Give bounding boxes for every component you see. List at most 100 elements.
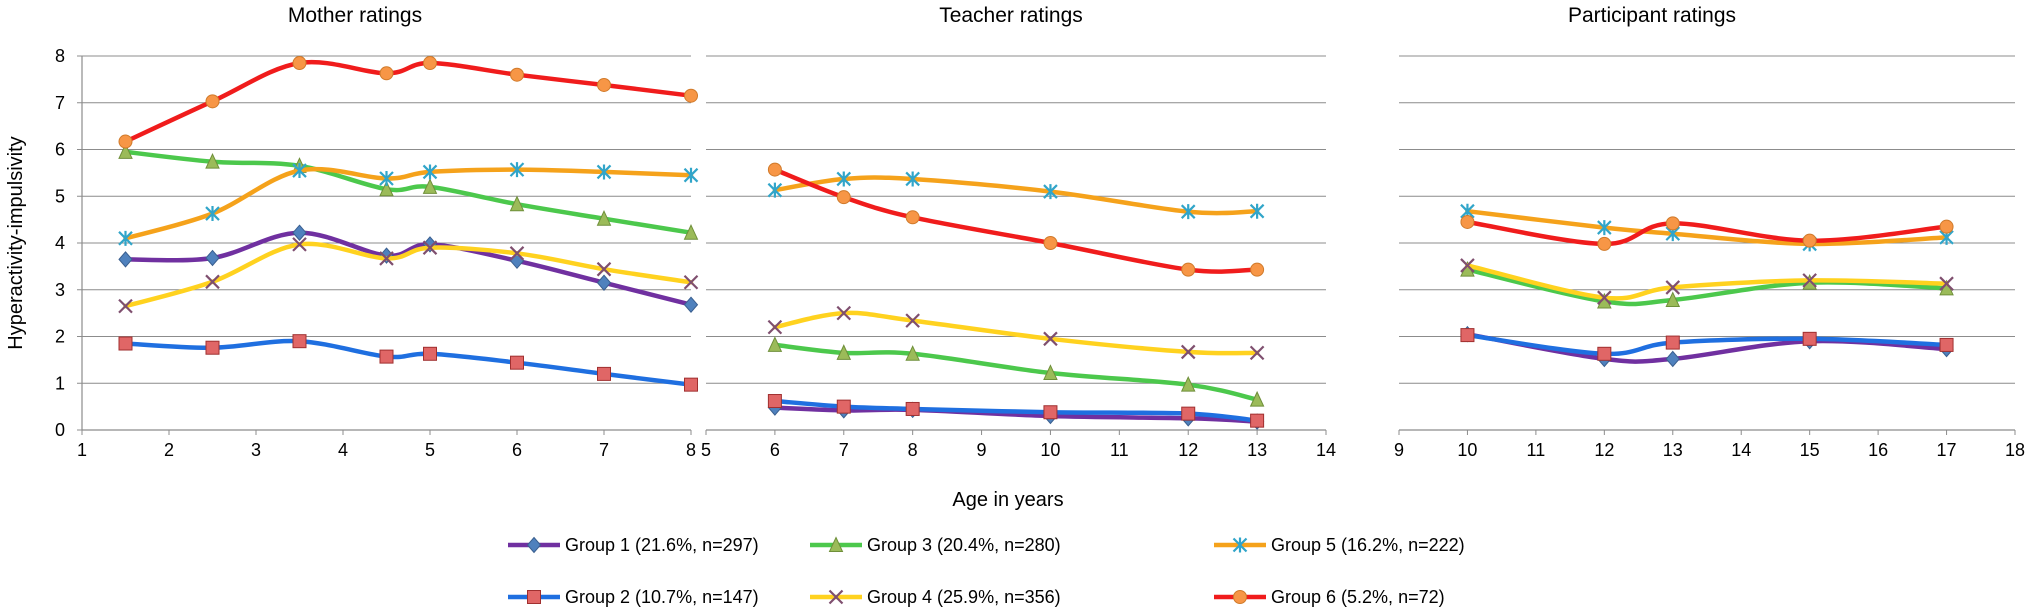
data-point bbox=[422, 164, 438, 180]
data-point bbox=[1180, 204, 1196, 220]
data-point bbox=[597, 366, 611, 381]
data-point bbox=[596, 210, 612, 226]
legend-item-group-4: Group 4 (25.9%, n=356) bbox=[810, 587, 1061, 607]
y-tick-label: 3 bbox=[55, 280, 65, 300]
series-line bbox=[123, 241, 694, 309]
x-tick-label: 17 bbox=[1937, 440, 1957, 460]
data-point bbox=[1460, 214, 1475, 229]
data-point bbox=[118, 298, 133, 314]
series-group-6 bbox=[767, 162, 1265, 277]
data-point bbox=[684, 377, 698, 392]
data-point bbox=[205, 206, 220, 222]
data-point bbox=[1043, 331, 1058, 347]
x-tick-label: 3 bbox=[251, 440, 261, 460]
x-tick-label: 7 bbox=[839, 440, 849, 460]
y-tick-label: 6 bbox=[55, 140, 65, 160]
data-point bbox=[767, 319, 783, 335]
x-tick-label: 11 bbox=[1110, 440, 1129, 460]
data-point bbox=[905, 171, 920, 187]
data-point bbox=[1250, 413, 1265, 428]
x-tick-label: 8 bbox=[686, 440, 696, 460]
series-group-4 bbox=[767, 305, 1265, 361]
y-tick-label: 1 bbox=[55, 373, 65, 393]
panel-2: Teacher ratings 5 6 7 8 9 10 11 12 13 14 bbox=[701, 4, 1336, 460]
data-point bbox=[422, 240, 438, 255]
data-point bbox=[379, 66, 394, 81]
y-tick-label: 2 bbox=[55, 327, 65, 347]
data-point bbox=[1597, 220, 1612, 236]
legend-marker bbox=[1232, 537, 1248, 553]
y-tick-label: 4 bbox=[55, 233, 65, 253]
data-point bbox=[905, 313, 920, 328]
legend-marker bbox=[526, 536, 542, 554]
data-point bbox=[1460, 258, 1475, 273]
series-group-4 bbox=[1460, 258, 1954, 305]
data-point bbox=[205, 249, 220, 267]
data-point bbox=[1802, 331, 1817, 346]
series-line bbox=[1465, 208, 1949, 247]
data-point bbox=[905, 210, 920, 225]
data-point bbox=[836, 190, 851, 205]
data-point bbox=[836, 344, 852, 360]
data-point bbox=[1180, 344, 1196, 360]
data-point bbox=[836, 399, 851, 414]
x-tick-label: 10 bbox=[1040, 440, 1060, 460]
data-point bbox=[836, 305, 852, 321]
x-tick-label: 12 bbox=[1178, 440, 1198, 460]
legend-item-group-2: Group 2 (10.7%, n=147) bbox=[508, 587, 759, 607]
data-point bbox=[292, 237, 307, 252]
data-point bbox=[205, 274, 220, 290]
x-tick-label: 2 bbox=[164, 440, 174, 460]
x-tick-label: 9 bbox=[977, 440, 987, 460]
data-point bbox=[509, 162, 525, 178]
x-tick-label: 6 bbox=[512, 440, 522, 460]
data-point bbox=[509, 195, 525, 212]
y-tick-label: 5 bbox=[55, 186, 65, 206]
data-point bbox=[379, 247, 394, 264]
data-point bbox=[905, 401, 920, 416]
x-tick-label: 12 bbox=[1594, 440, 1614, 460]
data-point bbox=[292, 334, 307, 349]
data-point bbox=[683, 224, 699, 240]
data-point bbox=[1043, 364, 1058, 380]
legend-item-group-6: Group 6 (5.2%, n=72) bbox=[1214, 587, 1445, 607]
data-point bbox=[510, 355, 524, 370]
data-point bbox=[1665, 216, 1680, 231]
x-tick-label: 13 bbox=[1247, 440, 1267, 460]
data-point bbox=[596, 164, 612, 180]
data-point bbox=[905, 345, 920, 361]
data-point bbox=[1939, 276, 1954, 291]
data-point bbox=[684, 88, 698, 103]
data-point bbox=[292, 224, 307, 241]
panel-title: Participant ratings bbox=[1568, 4, 1736, 27]
y-tick-label: 8 bbox=[55, 46, 65, 66]
data-point bbox=[510, 67, 524, 82]
data-point bbox=[596, 274, 612, 292]
x-tick-label: 5 bbox=[701, 440, 711, 460]
data-point bbox=[767, 394, 782, 409]
data-point bbox=[1802, 233, 1817, 248]
data-point bbox=[1043, 405, 1058, 420]
data-point bbox=[1181, 406, 1196, 421]
data-point bbox=[423, 56, 437, 71]
legend-marker bbox=[527, 590, 541, 604]
x-tick-label: 15 bbox=[1800, 440, 1820, 460]
data-point bbox=[767, 162, 782, 177]
y-axis-label: Hyperactivity-impulsivity bbox=[5, 136, 27, 349]
data-point bbox=[1597, 236, 1612, 251]
data-point bbox=[379, 349, 394, 364]
data-point bbox=[683, 296, 699, 313]
x-tick-label: 6 bbox=[770, 440, 780, 460]
legend-label: Group 3 (20.4%, n=280) bbox=[867, 535, 1061, 555]
data-point bbox=[1665, 291, 1681, 308]
data-point bbox=[118, 134, 133, 149]
x-tick-label: 1 bbox=[77, 440, 87, 460]
data-point bbox=[118, 143, 133, 159]
data-point bbox=[1597, 290, 1612, 305]
series-group-2 bbox=[767, 394, 1265, 428]
data-point bbox=[1665, 280, 1681, 295]
data-point bbox=[767, 336, 783, 352]
data-point bbox=[596, 261, 612, 277]
